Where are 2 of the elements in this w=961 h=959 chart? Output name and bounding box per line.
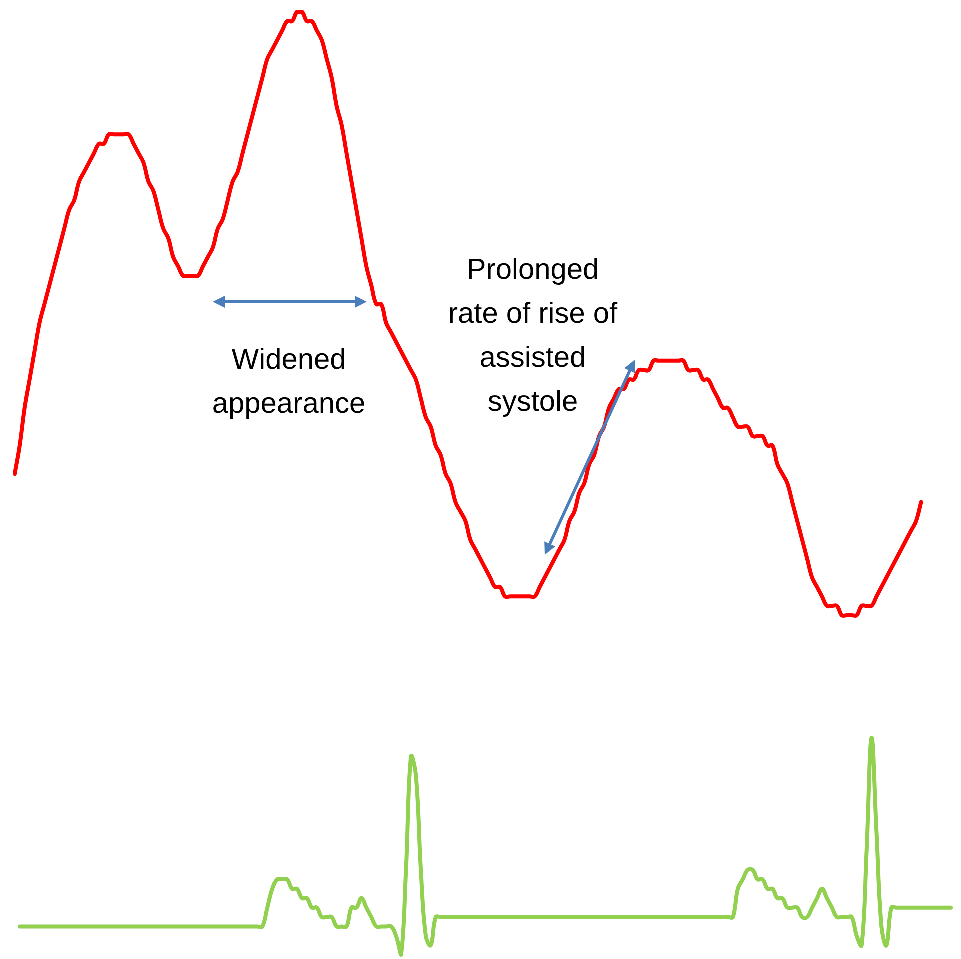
annotation: Prolonged rate of rise of assisted systole [448, 253, 618, 420]
annotation: Widened appearance [211, 343, 367, 422]
